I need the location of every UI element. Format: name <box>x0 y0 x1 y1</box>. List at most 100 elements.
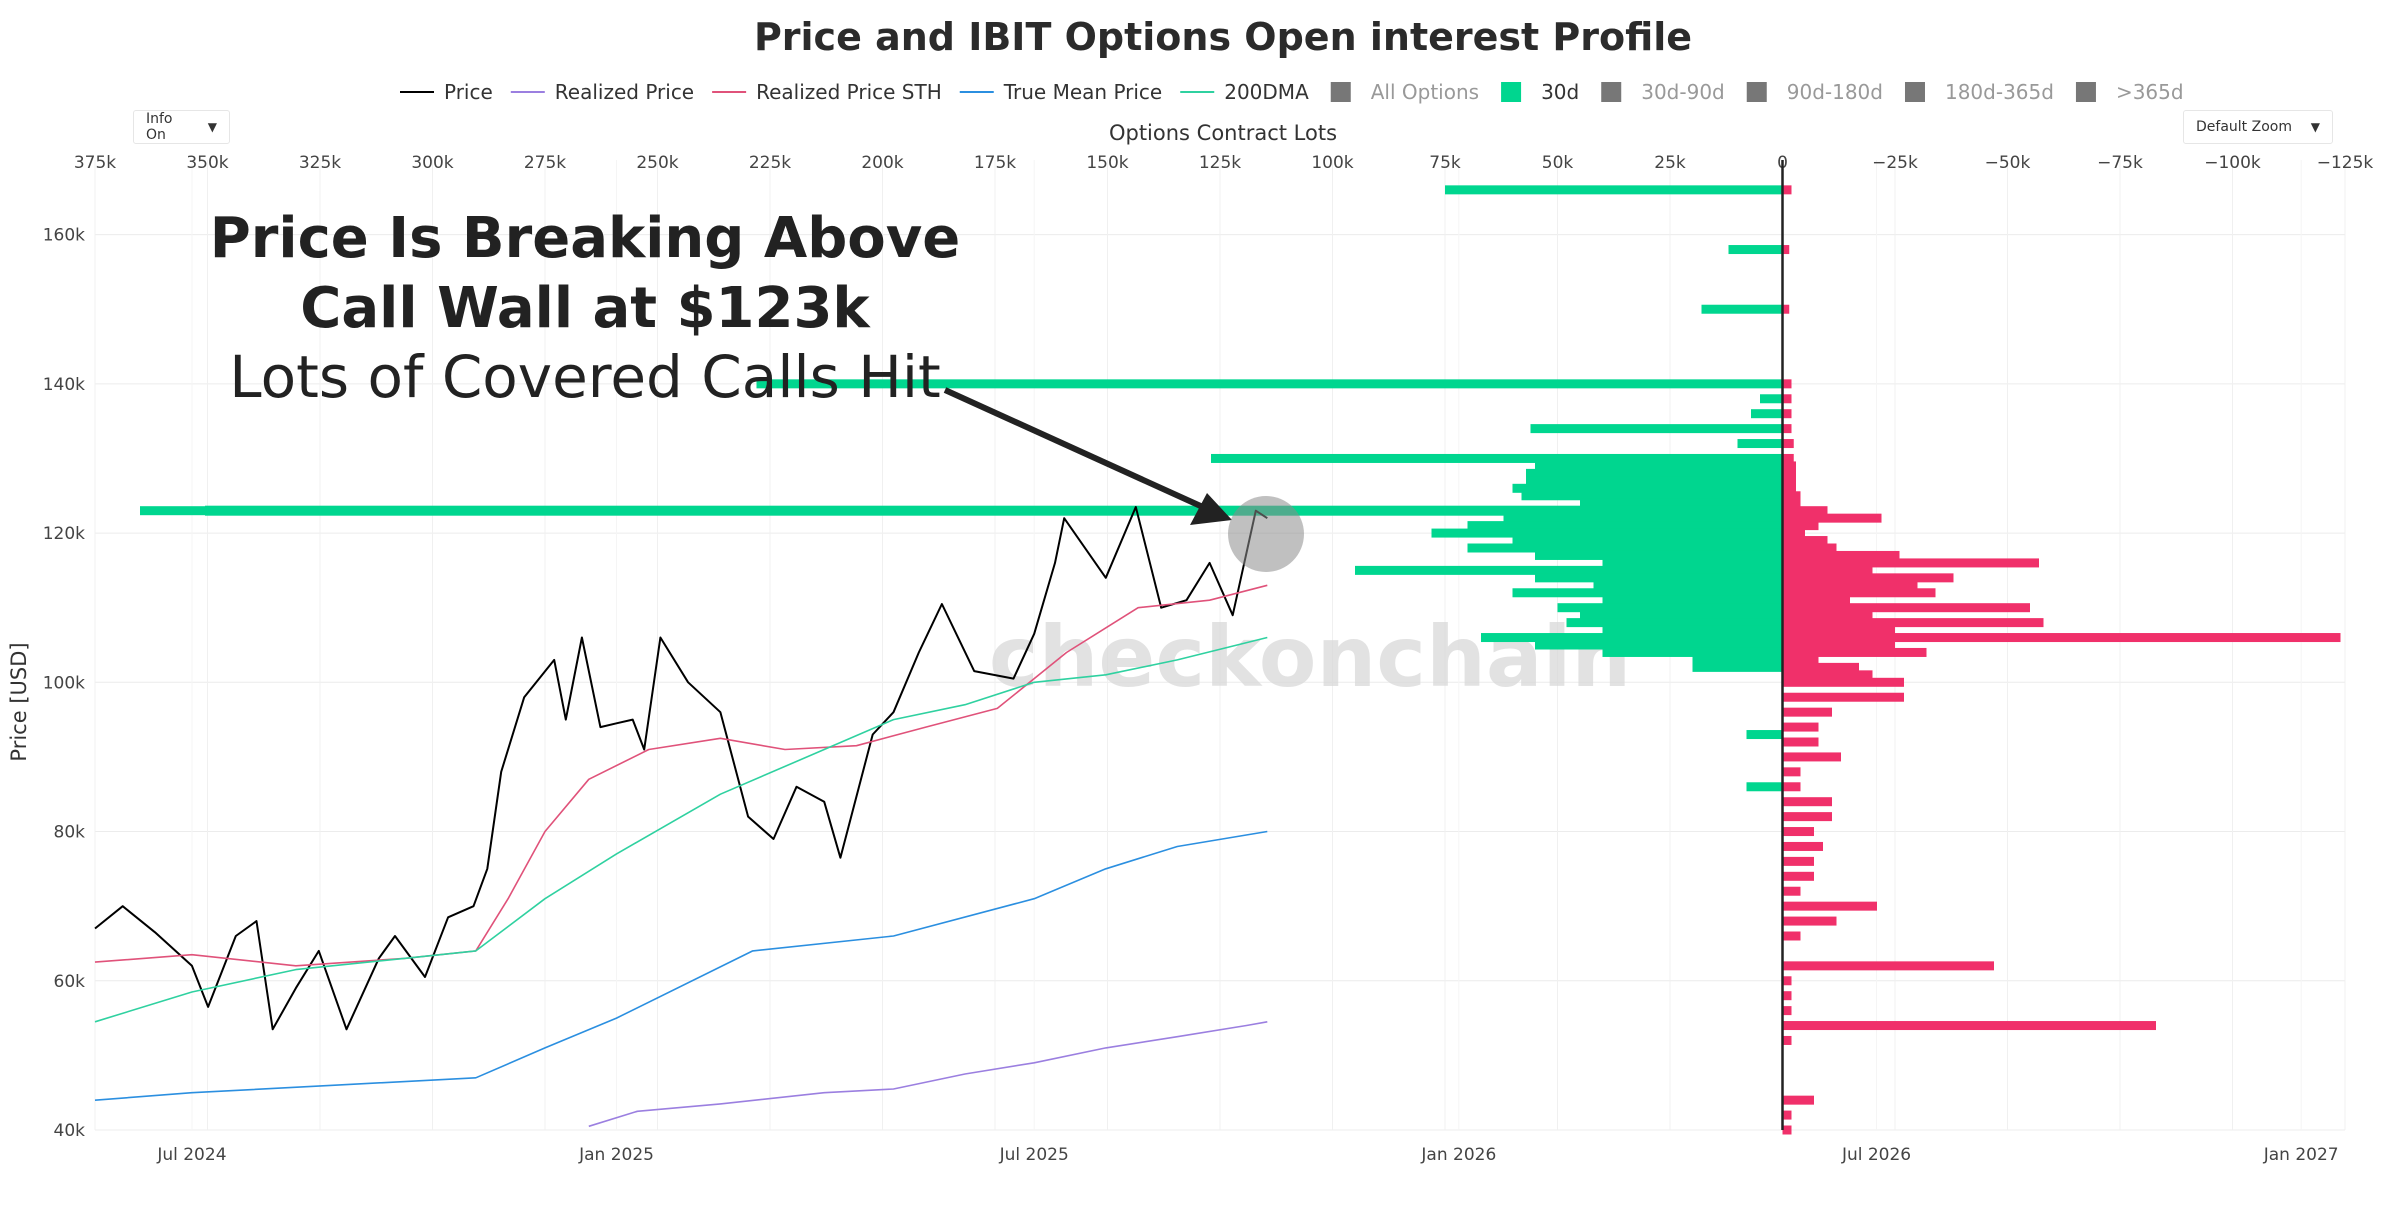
put-oi-bar <box>1782 498 1801 508</box>
put-oi-bar <box>1782 841 1823 851</box>
series-price <box>94 506 1268 1031</box>
call-oi-bar <box>1445 185 1783 195</box>
legend-label: 200DMA <box>1224 80 1309 104</box>
put-oi-bar <box>1782 476 1796 486</box>
call-oi-bar <box>1467 543 1783 553</box>
y-tick-label: 80k <box>54 823 86 843</box>
put-oi-bar <box>1782 1035 1792 1045</box>
put-oi-bar <box>1782 752 1841 762</box>
x2-tick-label: 375k <box>74 153 116 173</box>
call-oi-bar <box>1760 394 1783 404</box>
chart-title: Price and IBIT Options Open interest Pro… <box>754 15 1692 59</box>
call-oi-bar <box>1566 618 1783 628</box>
put-oi-bar <box>1782 827 1814 837</box>
put-oi-bar <box>1782 707 1832 717</box>
put-oi-bar <box>1782 782 1801 792</box>
put-oi-bar <box>1782 468 1796 478</box>
put-oi-bar <box>1782 722 1819 732</box>
x2-tick-label: 125k <box>1199 153 1241 173</box>
call-oi-bar <box>1503 513 1783 523</box>
legend-item-30d-90d[interactable]: 30d-90d <box>1601 80 1725 104</box>
call-oi-bar <box>1593 580 1783 590</box>
x2-axis-title: Options Contract Lots <box>1109 121 1337 145</box>
call-oi-bar <box>1692 662 1783 672</box>
put-oi-bar <box>1782 692 1904 702</box>
legend-item-realized-price[interactable]: Realized Price <box>510 80 694 104</box>
x2-tick-label: 275k <box>524 153 566 173</box>
call-oi-bar <box>1512 536 1783 546</box>
put-oi-bar <box>1782 483 1796 493</box>
put-oi-bar <box>1782 543 1837 553</box>
put-oi-bar <box>1782 1125 1792 1135</box>
put-oi-bar <box>1782 618 2044 628</box>
y-tick-label: 40k <box>54 1121 86 1141</box>
call-oi-bar <box>1467 521 1783 531</box>
axes: 40k 60k 80k 100k 120k 140k 160k 375k 350k 325k 300… <box>43 153 2374 1165</box>
put-oi-bar <box>1782 976 1792 986</box>
put-oi-bar <box>1782 610 1873 620</box>
put-oi-bar <box>1782 1006 1792 1016</box>
legend-label: Price <box>444 80 493 104</box>
put-oi-bar <box>1782 797 1832 807</box>
x2-tick-label: 25k <box>1654 153 1686 173</box>
legend-item-200dma[interactable]: 200DMA <box>1180 80 1309 104</box>
legend-item--365d[interactable]: >365d <box>2075 80 2184 104</box>
call-oi-bar <box>1728 245 1783 255</box>
put-oi-bar <box>1782 640 1895 650</box>
call-oi-bar <box>1535 461 1783 471</box>
put-oi-bar <box>1782 595 1850 605</box>
annotation-line-2: Call Wall at $123k <box>300 276 871 341</box>
legend-item-180d-365d[interactable]: 180d-365d <box>1904 80 2054 104</box>
put-oi-bar <box>1782 991 1792 1001</box>
put-oi-bar <box>1782 245 1790 255</box>
info-dropdown[interactable]: Info On ▼ <box>133 110 230 144</box>
zoom-dropdown[interactable]: Default Zoom ▼ <box>2183 110 2333 144</box>
put-oi-bar <box>1782 812 1832 822</box>
call-wall-bar <box>205 505 1783 516</box>
x-tick-label: Jan 2025 <box>578 1145 654 1165</box>
call-oi-bar <box>1580 498 1783 508</box>
put-oi-bar <box>1782 491 1801 501</box>
x2-tick-label: −25k <box>1872 153 1918 173</box>
y-tick-label: 60k <box>54 972 86 992</box>
put-oi-bar <box>1782 677 1904 687</box>
zoom-dropdown-label: Default Zoom <box>2196 119 2292 135</box>
call-oi-bar <box>1211 453 1783 463</box>
legend-label: 180d-365d <box>1945 80 2054 104</box>
legend-item-price[interactable]: Price <box>400 80 493 104</box>
legend-item-30d[interactable]: 30d <box>1501 80 1579 104</box>
put-oi-bar <box>1782 394 1792 404</box>
put-oi-bar <box>1782 506 1828 516</box>
call-oi-bar <box>1602 647 1783 657</box>
annotation-arrow-shaft <box>943 387 1207 511</box>
put-oi-bar <box>1782 901 1877 911</box>
call-oi-bar <box>756 379 1783 389</box>
y-axis-title: Price [USD] <box>7 642 31 761</box>
call-oi-bar <box>1701 304 1783 314</box>
put-oi-bar <box>1782 558 2039 568</box>
x2-tick-label: 250k <box>636 153 678 173</box>
x-tick-label: Jul 2024 <box>156 1145 226 1165</box>
put-oi-bar <box>1782 565 1873 575</box>
x2-tick-label: −75k <box>2097 153 2143 173</box>
x2-tick-label: 150k <box>1086 153 1128 173</box>
put-oi-bar <box>1782 1110 1792 1120</box>
legend-item-true-mean-price[interactable]: True Mean Price <box>959 80 1162 104</box>
call-oi-bar <box>1355 565 1783 575</box>
put-oi-bar <box>1782 961 1994 971</box>
legend-item-90d-180d[interactable]: 90d-180d <box>1746 80 1883 104</box>
legend-item-all-options[interactable]: All Options <box>1330 80 1479 104</box>
x-tick-label: Jul 2025 <box>999 1145 1069 1165</box>
put-oi-bar <box>1782 670 1873 680</box>
call-oi-bar <box>1602 595 1783 605</box>
info-dropdown-label: Info On <box>146 111 173 143</box>
legend-label: 30d <box>1541 80 1579 104</box>
put-oi-bar <box>1782 521 1819 531</box>
call-oi-bar <box>1751 409 1783 419</box>
legend-label: 90d-180d <box>1787 80 1883 104</box>
put-oi-bar <box>1782 573 1954 583</box>
y-tick-label: 120k <box>43 524 85 544</box>
legend-item-realized-price-sth[interactable]: Realized Price STH <box>712 80 942 104</box>
x2-tick-label: −125k <box>2317 153 2374 173</box>
